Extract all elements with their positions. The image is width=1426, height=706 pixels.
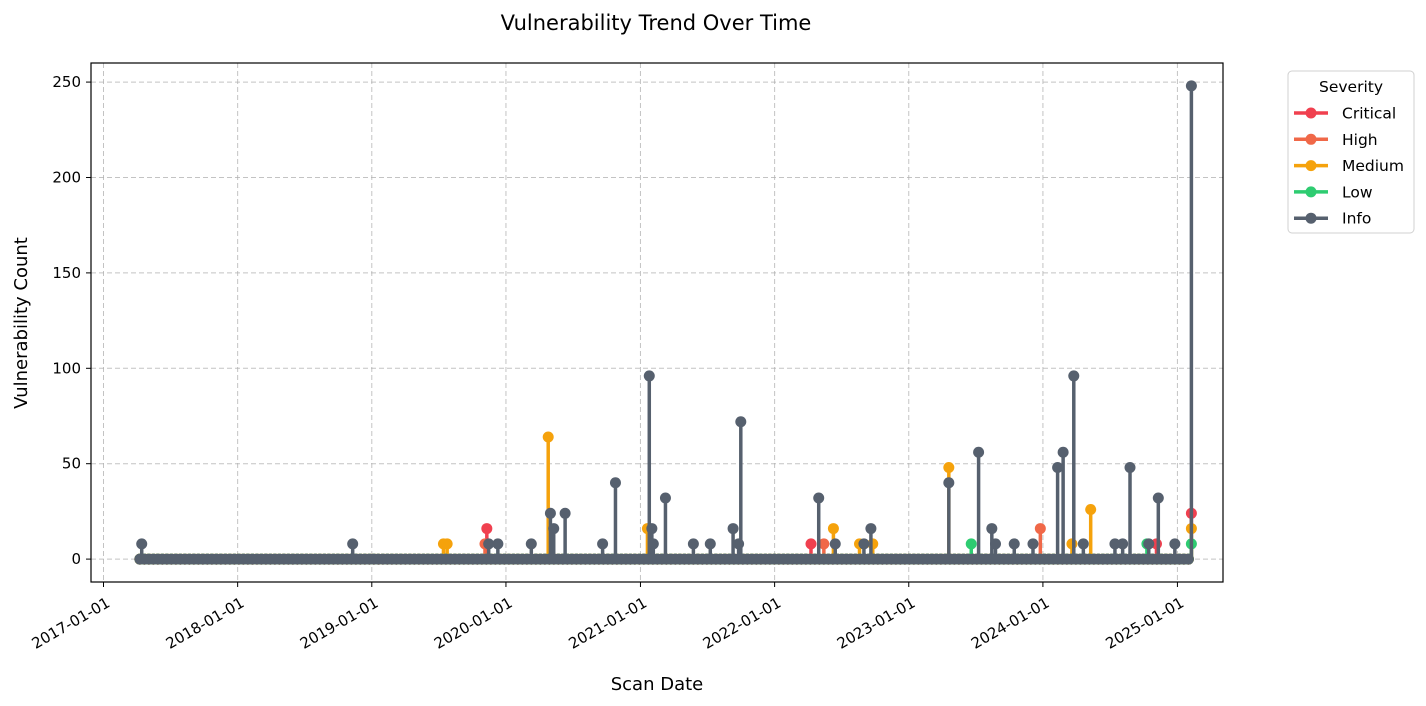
data-point [943, 462, 955, 474]
data-point [1117, 538, 1129, 550]
data-point [646, 523, 658, 535]
data-point [136, 538, 148, 550]
data-point [1169, 538, 1181, 550]
data-point [1077, 538, 1089, 550]
data-point [1066, 538, 1078, 550]
data-point [1027, 538, 1039, 550]
legend-marker [1305, 133, 1317, 145]
data-point [1034, 523, 1046, 535]
x-tick-label: 2018-01-01 [163, 594, 248, 653]
x-tick-label: 2022-01-01 [700, 594, 785, 653]
x-axis-ticks: 2017-01-01 2018-01-01 2019-01-01 2020-01-01… [29, 582, 1187, 653]
legend-items: Critical High Medium Low Info [1294, 105, 1404, 228]
data-point [735, 416, 747, 428]
plot-frame [90, 62, 1224, 583]
data-point [727, 523, 739, 535]
legend: Severity Critical High Medium Low Info [1287, 70, 1415, 234]
legend-item-info: Info [1294, 210, 1371, 228]
data-point [1068, 370, 1080, 382]
data-point [1143, 538, 1155, 550]
x-tick-label: 2024-01-01 [968, 594, 1053, 653]
x-tick-label: 2023-01-01 [834, 594, 919, 653]
data-point [647, 538, 659, 550]
data-point [643, 370, 655, 382]
data-point [1085, 503, 1097, 515]
data-point [813, 492, 825, 504]
plot-area [134, 80, 1197, 565]
data-point [441, 538, 453, 550]
y-tick-label: 250 [52, 73, 81, 91]
data-point [1057, 446, 1069, 458]
x-tick-label: 2017-01-01 [29, 594, 114, 653]
y-tick-label: 200 [52, 168, 81, 186]
data-point [559, 507, 571, 519]
data-point [1152, 492, 1164, 504]
grid [91, 63, 1223, 582]
chart-title: Vulnerability Trend Over Time [501, 11, 812, 35]
data-point [973, 446, 985, 458]
series-info [134, 80, 1197, 565]
data-point [865, 523, 877, 535]
baseline-markers [134, 553, 1194, 565]
y-axis-label: Vulnerability Count [11, 237, 32, 409]
legend-item-high: High [1294, 131, 1378, 149]
legend-marker [1305, 107, 1317, 119]
data-point [542, 431, 554, 443]
data-point [1124, 462, 1136, 474]
data-point [609, 477, 621, 489]
data-point [347, 538, 359, 550]
legend-label: High [1342, 131, 1378, 149]
x-tick-label: 2019-01-01 [297, 594, 382, 653]
legend-item-low: Low [1294, 183, 1373, 201]
legend-label: Low [1342, 183, 1373, 201]
legend-label: Critical [1342, 105, 1396, 123]
legend-label: Info [1342, 210, 1371, 228]
legend-item-medium: Medium [1294, 157, 1404, 175]
legend-marker [1305, 212, 1317, 224]
data-point [1109, 538, 1121, 550]
x-tick-label: 2025-01-01 [1103, 594, 1188, 653]
data-point [1052, 462, 1064, 474]
data-point [544, 507, 556, 519]
data-point [943, 477, 955, 489]
data-point [1008, 538, 1020, 550]
y-tick-label: 0 [71, 550, 81, 568]
y-axis-ticks: 0 50 100 150 200 250 [52, 73, 91, 568]
data-point [1182, 553, 1194, 565]
data-point [805, 538, 817, 550]
legend-item-critical: Critical [1294, 105, 1396, 123]
x-tick-label: 2021-01-01 [566, 594, 651, 653]
y-tick-label: 50 [62, 455, 81, 473]
data-point [986, 523, 998, 535]
data-point [548, 523, 560, 535]
legend-marker [1305, 186, 1317, 198]
data-point [687, 538, 699, 550]
data-point [483, 538, 495, 550]
data-point [858, 538, 870, 550]
data-point [827, 523, 839, 535]
x-tick-label: 2020-01-01 [431, 594, 516, 653]
data-point [597, 538, 609, 550]
y-tick-label: 100 [52, 359, 81, 377]
data-point [818, 538, 830, 550]
x-axis-label: Scan Date [611, 674, 704, 695]
data-point [704, 538, 716, 550]
legend-title: Severity [1319, 78, 1383, 96]
data-point [525, 538, 537, 550]
data-point [989, 538, 1001, 550]
legend-label: Medium [1342, 157, 1404, 175]
data-point [659, 492, 671, 504]
legend-marker [1305, 160, 1317, 172]
data-point [492, 538, 504, 550]
data-point [1185, 80, 1197, 92]
y-tick-label: 150 [52, 264, 81, 282]
data-point [481, 523, 493, 535]
data-point [829, 538, 841, 550]
data-point [965, 538, 977, 550]
